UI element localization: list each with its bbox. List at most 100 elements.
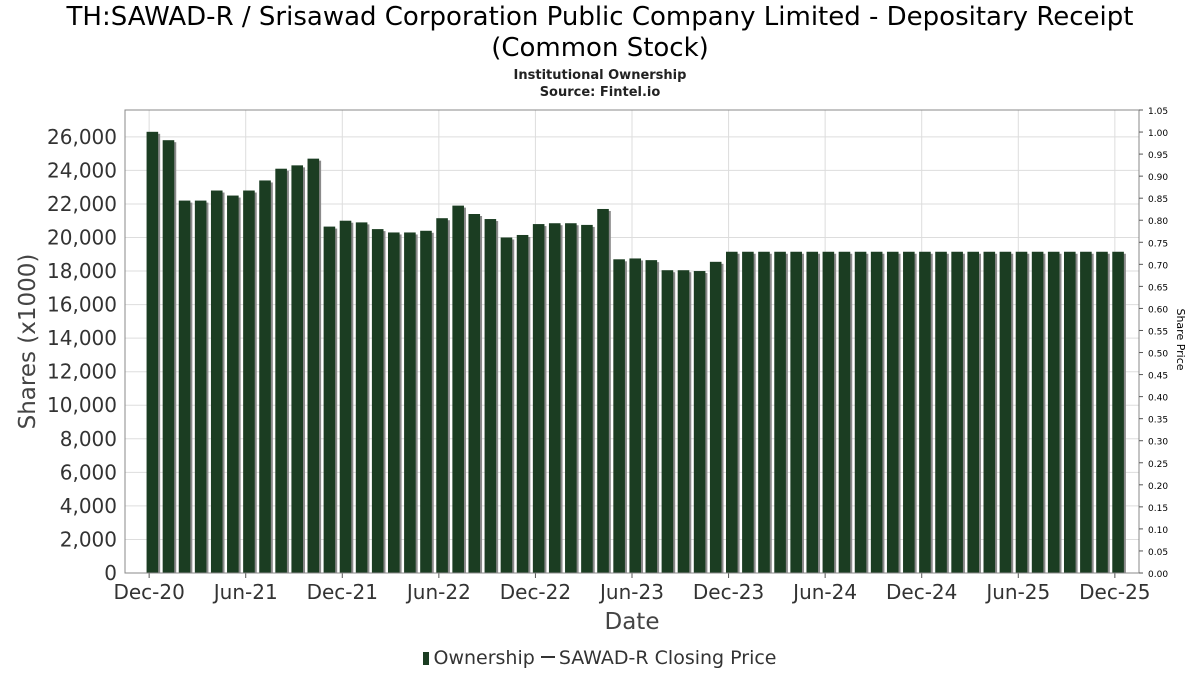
ownership-bar[interactable]	[420, 230, 432, 574]
y2-tick-label: 0.25	[1148, 460, 1168, 470]
ownership-bar[interactable]	[919, 251, 931, 573]
x-tick-label: Jun-22	[405, 580, 471, 604]
y2-tick-label: 1.05	[1148, 107, 1168, 117]
ownership-bar[interactable]	[1080, 251, 1092, 573]
ownership-bar[interactable]	[452, 205, 464, 573]
y2-tick-label: 0.40	[1148, 394, 1168, 404]
y2-tick-label: 0.95	[1148, 151, 1168, 161]
ownership-bar[interactable]	[1031, 251, 1044, 573]
ownership-bar[interactable]	[565, 223, 577, 573]
chart-subtitle: Institutional Ownership	[513, 68, 687, 83]
ownership-bar[interactable]	[275, 168, 287, 573]
y-tick-label: 20,000	[47, 225, 117, 249]
y2-tick-label: 1.00	[1148, 129, 1168, 139]
ownership-bar[interactable]	[983, 251, 996, 573]
ownership-bar[interactable]	[1112, 251, 1124, 573]
ownership-bar[interactable]	[951, 251, 963, 573]
ownership-bar[interactable]	[774, 251, 786, 573]
ownership-bar[interactable]	[870, 251, 883, 573]
y2-tick-label: 0.35	[1148, 416, 1168, 426]
ownership-bar[interactable]	[243, 190, 255, 574]
ownership-bar[interactable]	[903, 251, 915, 573]
ownership-bar[interactable]	[1096, 251, 1108, 573]
ownership-bar[interactable]	[806, 251, 819, 573]
y2-tick-label: 0.50	[1148, 350, 1168, 360]
ownership-bar[interactable]	[967, 251, 980, 573]
ownership-bar[interactable]	[838, 251, 851, 573]
y-tick-label: 24,000	[47, 158, 117, 182]
y2-tick-label: 0.10	[1148, 526, 1168, 536]
ownership-bar[interactable]	[259, 180, 271, 573]
ownership-bar[interactable]	[194, 200, 207, 573]
ownership-bar[interactable]	[677, 270, 690, 573]
y-tick-label: 0	[104, 561, 117, 585]
ownership-bar[interactable]	[532, 224, 545, 574]
ownership-bar[interactable]	[387, 232, 400, 573]
ownership-bar[interactable]	[484, 219, 497, 573]
y2-tick-label: 0.20	[1148, 482, 1168, 492]
y-tick-label: 26,000	[47, 125, 117, 149]
legend-price-label[interactable]: SAWAD-R Closing Price	[558, 647, 777, 669]
ownership-bar[interactable]	[371, 229, 384, 573]
y-tick-label: 4,000	[60, 494, 117, 518]
y2-tick-label: 0.15	[1148, 504, 1168, 514]
ownership-bar[interactable]	[999, 251, 1012, 573]
ownership-bar[interactable]	[500, 237, 513, 574]
ownership-bar[interactable]	[693, 271, 706, 573]
ownership-bar[interactable]	[162, 140, 175, 573]
ownership-bar[interactable]	[758, 251, 770, 573]
ownership-bar[interactable]	[404, 232, 416, 573]
x-tick-label: Jun-21	[212, 580, 278, 604]
ownership-bar[interactable]	[146, 131, 159, 573]
ownership-bar[interactable]	[597, 208, 609, 573]
x-tick-label: Dec-24	[886, 580, 957, 604]
y-tick-label: 22,000	[47, 192, 117, 216]
ownership-bar[interactable]	[742, 251, 754, 573]
ownership-bar[interactable]	[355, 222, 368, 573]
ownership-bar[interactable]	[1063, 251, 1076, 573]
ownership-bar[interactable]	[790, 251, 802, 573]
ownership-bar[interactable]	[661, 270, 674, 573]
ownership-bar[interactable]	[1015, 251, 1028, 573]
ownership-bar[interactable]	[548, 223, 561, 573]
ownership-bar[interactable]	[178, 200, 191, 573]
ownership-bar[interactable]	[1047, 251, 1060, 573]
y-tick-label: 14,000	[47, 326, 117, 350]
legend-price-swatch	[540, 656, 555, 658]
ownership-bar[interactable]	[935, 251, 947, 573]
ownership-bar[interactable]	[854, 251, 867, 573]
ownership-bar[interactable]	[886, 251, 899, 573]
chart-source: Source: Fintel.io	[539, 85, 661, 100]
ownership-bar[interactable]	[210, 190, 223, 574]
ownership-bar[interactable]	[516, 234, 529, 574]
y-tick-label: 16,000	[47, 293, 117, 317]
ownership-bar[interactable]	[709, 261, 722, 573]
y-tick-label: 18,000	[47, 259, 117, 283]
legend-ownership-swatch	[423, 652, 430, 665]
ownership-bar[interactable]	[822, 251, 835, 573]
x-tick-label: Dec-25	[1079, 580, 1150, 604]
y-tick-label: 2,000	[60, 527, 117, 551]
ownership-bar[interactable]	[725, 251, 738, 573]
legend: Ownership SAWAD-R Closing Price	[0, 647, 1200, 669]
y2-tick-label: 0.55	[1148, 327, 1168, 337]
x-tick-label: Jun-24	[791, 580, 857, 604]
ownership-bar[interactable]	[629, 258, 642, 573]
y2-tick-label: 0.05	[1148, 548, 1168, 558]
ownership-chart: 0 2,000 4,000 6,000 8,000 10,000 12,000 14,000 1…	[15, 107, 1187, 635]
ownership-bar[interactable]	[581, 224, 593, 573]
x-axis-title: Date	[605, 609, 660, 635]
ownership-bar[interactable]	[468, 214, 481, 573]
x-tick-label: Dec-21	[307, 580, 378, 604]
x-tick-label: Jun-25	[984, 580, 1050, 604]
y-axis-title: Shares (x1000)	[15, 254, 41, 430]
ownership-bar[interactable]	[323, 226, 336, 573]
ownership-bar[interactable]	[227, 195, 239, 573]
legend-ownership-label[interactable]: Ownership	[433, 647, 535, 669]
ownership-bar[interactable]	[645, 260, 658, 573]
ownership-bar[interactable]	[613, 259, 625, 573]
ownership-bar[interactable]	[339, 220, 352, 573]
ownership-bar[interactable]	[307, 158, 320, 573]
ownership-bar[interactable]	[436, 218, 448, 573]
ownership-bar[interactable]	[291, 165, 304, 573]
